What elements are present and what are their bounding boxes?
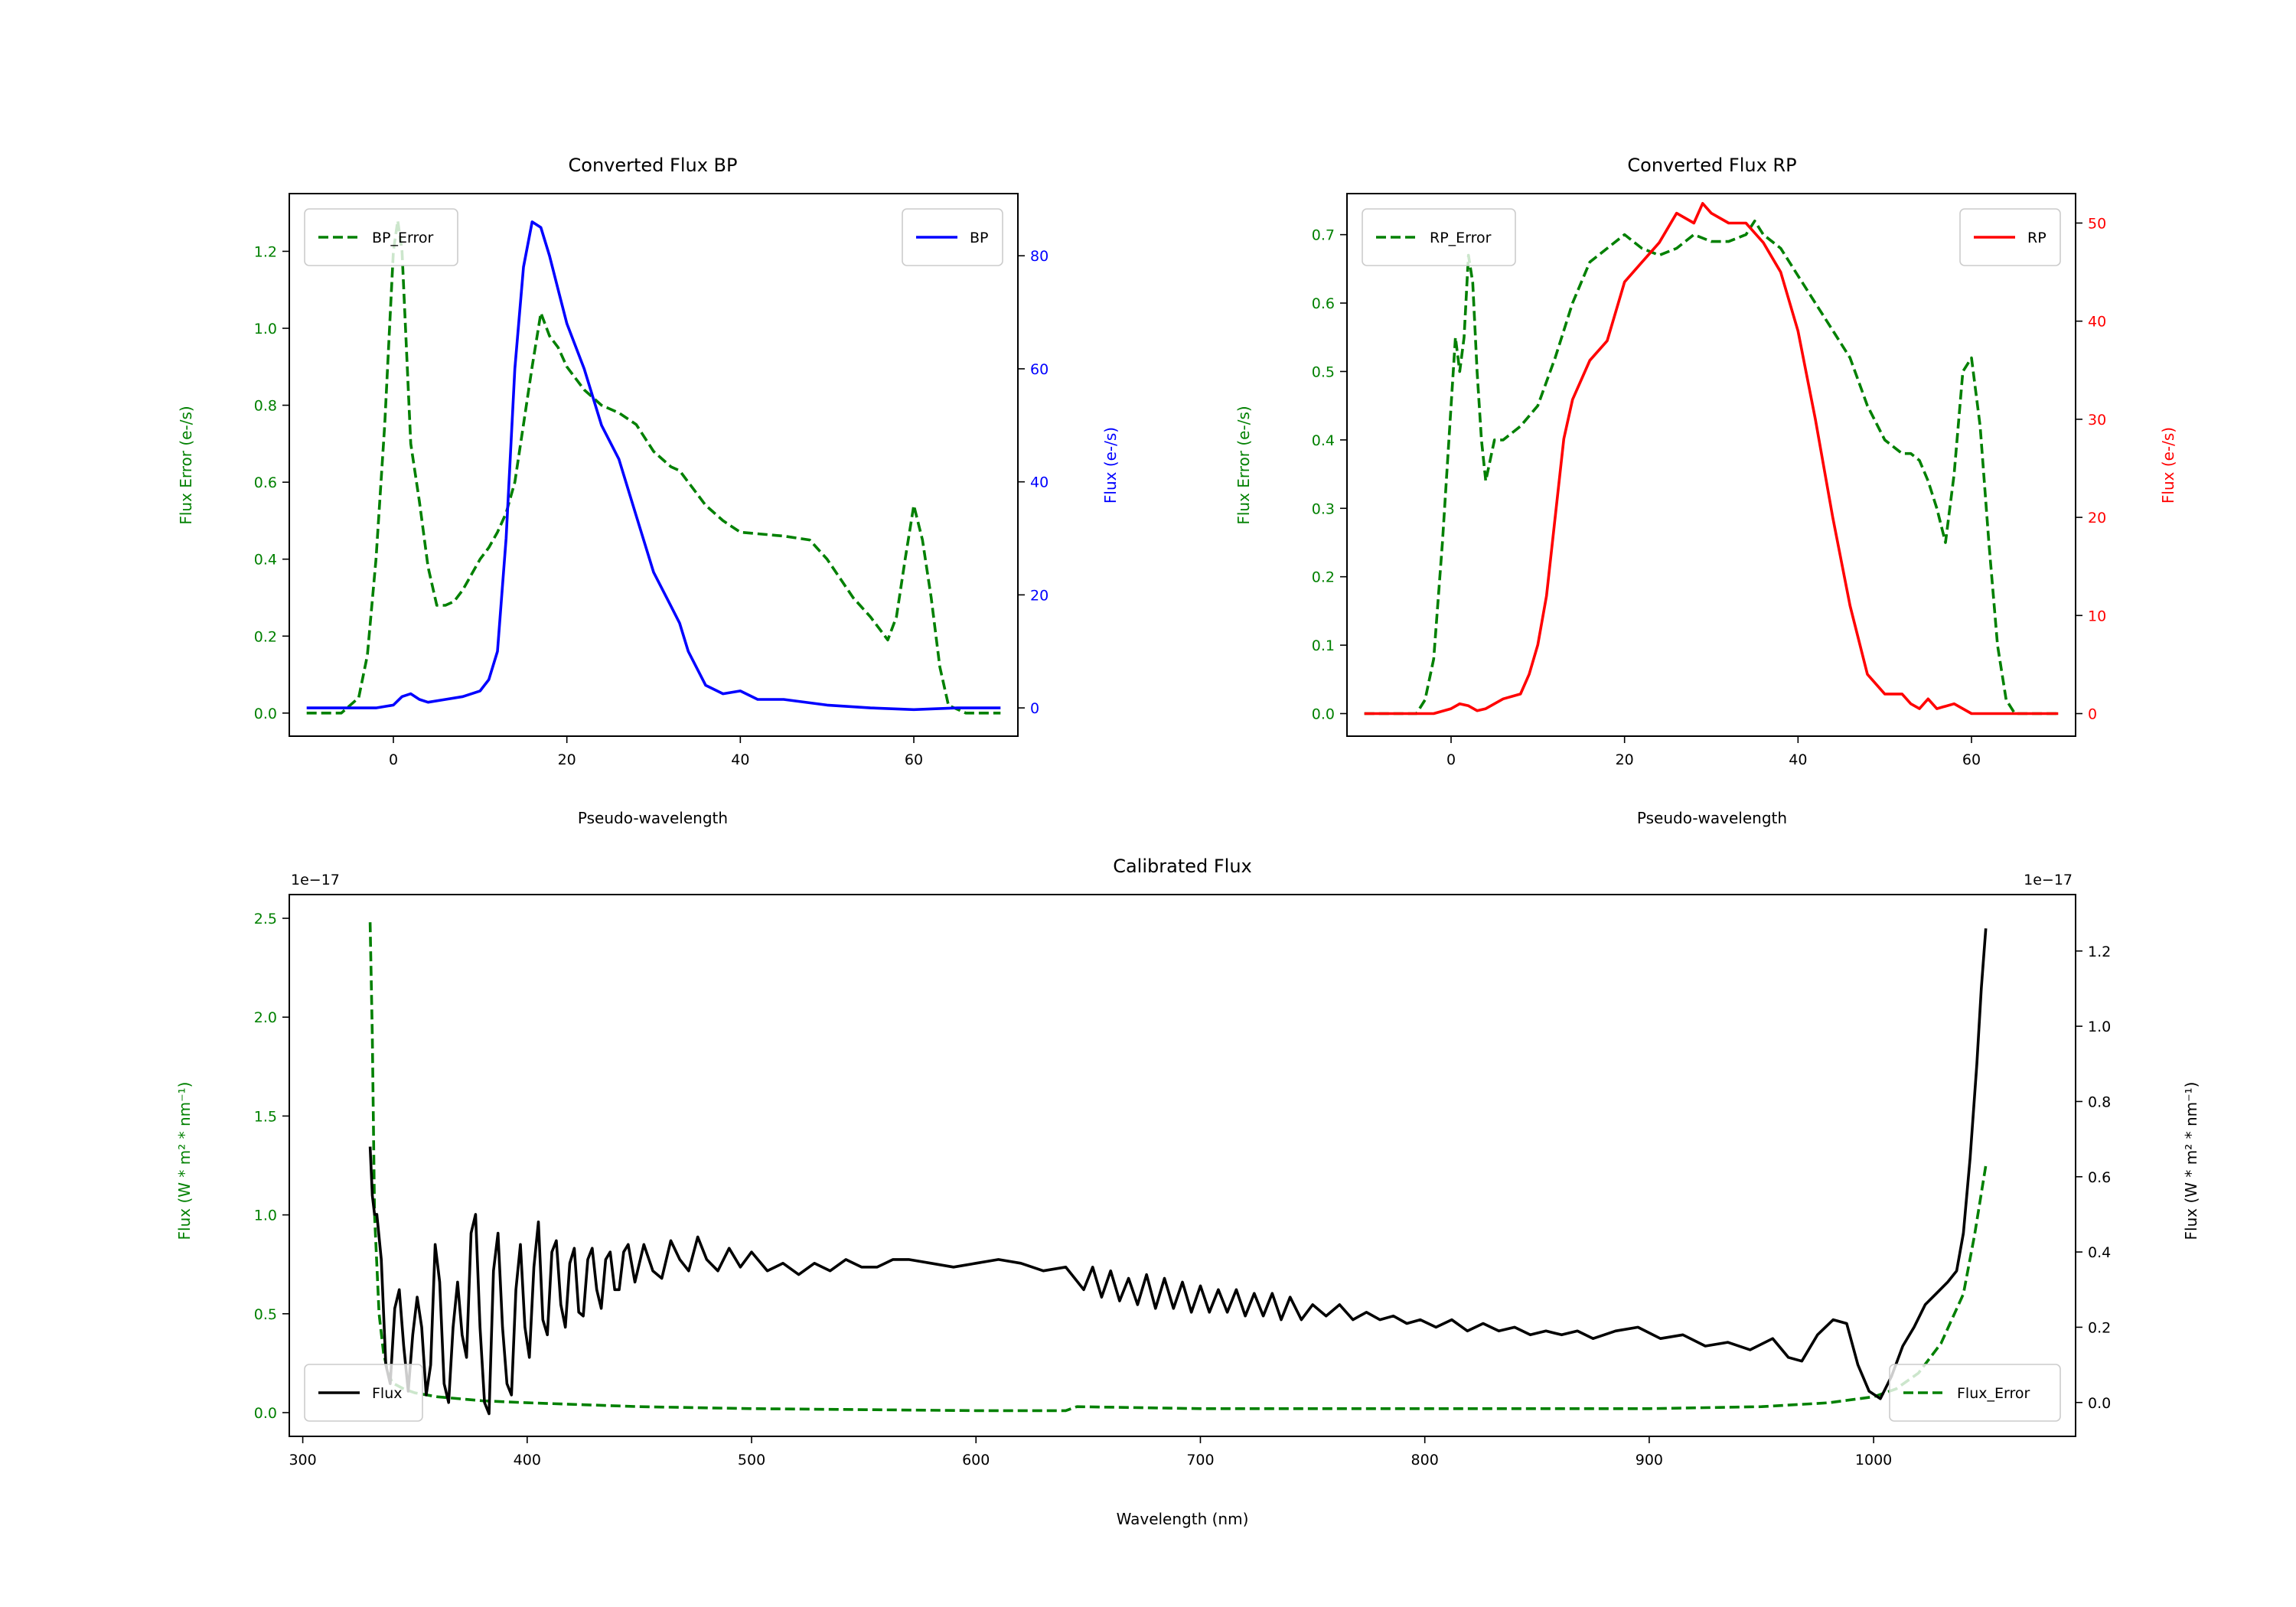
ylabel-right-bp: Flux (e-/s) xyxy=(1101,427,1120,504)
x-tick-label: 40 xyxy=(1789,751,1807,768)
x-tick-label: 1000 xyxy=(1855,1452,1892,1468)
ylabel-left-rp: Flux Error (e-/s) xyxy=(1234,406,1253,524)
ylabel-right-rp: Flux (e-/s) xyxy=(2159,427,2177,504)
legend-rp-error-rp: RP_Error xyxy=(1362,208,1516,266)
y-tick-label-left: 0.0 xyxy=(1312,706,1335,722)
x-tick-label: 20 xyxy=(558,751,576,768)
xlabel-bp: Pseudo-wavelength xyxy=(578,809,728,827)
chart-title-bp: Converted Flux BP xyxy=(569,155,738,176)
legend-bp-error-bp: BP_Error xyxy=(304,208,458,266)
legend-label: Flux_Error xyxy=(1957,1385,2030,1402)
y-tick-label-left: 0.2 xyxy=(254,628,277,645)
y-tick-label-right: 40 xyxy=(2088,314,2106,331)
legend-label: BP xyxy=(970,230,989,246)
y-tick-label-left: 0.6 xyxy=(254,474,277,491)
x-tick-label: 500 xyxy=(738,1452,765,1468)
y-tick-label-left: 0.4 xyxy=(1312,432,1335,449)
chart-rp: Converted Flux RP Pseudo-wavelength Flux… xyxy=(1234,155,2177,827)
xlabel-rp: Pseudo-wavelength xyxy=(1637,809,1787,827)
y-tick-label-right: 0.8 xyxy=(2088,1094,2111,1110)
y-tick-label-right: 0.6 xyxy=(2088,1169,2111,1186)
chart-title-calibrated: Calibrated Flux xyxy=(1113,856,1252,877)
y-tick-label-right: 1.2 xyxy=(2088,944,2111,960)
y-tick-label-left: 0.1 xyxy=(1312,637,1335,654)
y-tick-label-left: 0.2 xyxy=(1312,569,1335,586)
legend-label: RP xyxy=(2027,230,2047,246)
series-line-bp-bp xyxy=(306,220,1001,712)
y-tick-label-right: 20 xyxy=(1030,587,1049,604)
y-tick-label-left: 1.0 xyxy=(254,1208,277,1224)
x-tick-label: 20 xyxy=(1616,751,1634,768)
y-tick-label-right: 30 xyxy=(2088,412,2106,429)
y-tick-label-right: 10 xyxy=(2088,608,2106,624)
y-tick-label-right: 0.0 xyxy=(2088,1395,2111,1412)
y-tick-label-right: 20 xyxy=(2088,510,2106,526)
series-line-rp-rp xyxy=(1364,201,2059,715)
legend-label: BP_Error xyxy=(372,230,433,246)
ylabel-left-bp: Flux Error (e-/s) xyxy=(177,406,195,524)
x-tick-label: 900 xyxy=(1636,1452,1663,1468)
x-tick-label: 40 xyxy=(731,751,749,768)
offset-right-calibrated: 1e−17 xyxy=(2024,872,2073,888)
x-tick-label: 300 xyxy=(289,1452,316,1468)
y-tick-label-left: 0.4 xyxy=(254,552,277,569)
plot-frame-rp xyxy=(1346,193,2076,737)
y-tick-label-left: 0.7 xyxy=(1312,227,1335,244)
xlabel-calibrated: Wavelength (nm) xyxy=(1117,1510,1249,1528)
ylabel-left-calibrated: Flux (W * m² * nm⁻¹) xyxy=(175,1082,194,1240)
y-tick-label-left: 0.5 xyxy=(254,1306,277,1323)
series-line-rp-error-rp xyxy=(1364,219,2059,715)
legend-rp-rp: RP xyxy=(1959,208,2061,266)
plot-frame-cal xyxy=(289,894,2076,1437)
y-tick-label-left: 2.5 xyxy=(254,911,277,927)
y-tick-label-left: 0.8 xyxy=(254,398,277,415)
y-tick-label-right: 1.0 xyxy=(2088,1019,2111,1035)
x-tick-label: 0 xyxy=(389,751,398,768)
x-tick-label: 700 xyxy=(1186,1452,1214,1468)
y-tick-label-right: 80 xyxy=(1030,248,1049,265)
legend-label: RP_Error xyxy=(1430,230,1492,246)
chart-bp: Converted Flux BP Pseudo-wavelength Flux… xyxy=(177,155,1120,827)
x-tick-label: 60 xyxy=(1962,751,1981,768)
chart-calibrated: Calibrated Flux Wavelength (nm) Flux (W … xyxy=(175,856,2200,1528)
y-tick-label-left: 2.0 xyxy=(254,1009,277,1026)
legend-flux-cal: Flux xyxy=(304,1364,423,1422)
offset-left-calibrated: 1e−17 xyxy=(291,872,340,888)
plot-frame-bp xyxy=(289,193,1019,737)
y-tick-label-left: 0.5 xyxy=(1312,363,1335,380)
y-tick-label-right: 60 xyxy=(1030,361,1049,378)
y-tick-label-left: 1.0 xyxy=(254,321,277,337)
x-tick-label: 600 xyxy=(962,1452,990,1468)
chart-title-rp: Converted Flux RP xyxy=(1627,155,1796,176)
y-tick-label-left: 1.2 xyxy=(254,243,277,260)
y-tick-label-right: 40 xyxy=(1030,474,1049,491)
x-tick-label: 800 xyxy=(1411,1452,1439,1468)
x-tick-label: 60 xyxy=(905,751,923,768)
y-tick-label-left: 1.5 xyxy=(254,1108,277,1125)
y-tick-label-left: 0.0 xyxy=(254,1405,277,1422)
ylabel-right-calibrated: Flux (W * m² * nm⁻¹) xyxy=(2182,1082,2200,1240)
x-tick-label: 0 xyxy=(1446,751,1456,768)
y-tick-label-right: 0 xyxy=(2088,706,2097,723)
y-tick-label-right: 0.4 xyxy=(2088,1244,2111,1261)
x-tick-label: 400 xyxy=(514,1452,541,1468)
y-tick-label-right: 0.2 xyxy=(2088,1319,2111,1336)
y-tick-label-right: 50 xyxy=(2088,215,2106,232)
y-tick-label-left: 0.3 xyxy=(1312,500,1335,517)
y-tick-label-left: 0.6 xyxy=(1312,295,1335,312)
y-tick-label-left: 0.0 xyxy=(254,706,277,722)
series-line-flux-cal xyxy=(368,928,1988,1416)
legend-label: Flux xyxy=(372,1385,403,1402)
legend-bp-bp: BP xyxy=(902,208,1003,266)
series-line-bp-error-bp xyxy=(306,219,1001,715)
legend-flux-error-cal: Flux_Error xyxy=(1889,1364,2061,1422)
y-tick-label-right: 0 xyxy=(1030,700,1039,717)
